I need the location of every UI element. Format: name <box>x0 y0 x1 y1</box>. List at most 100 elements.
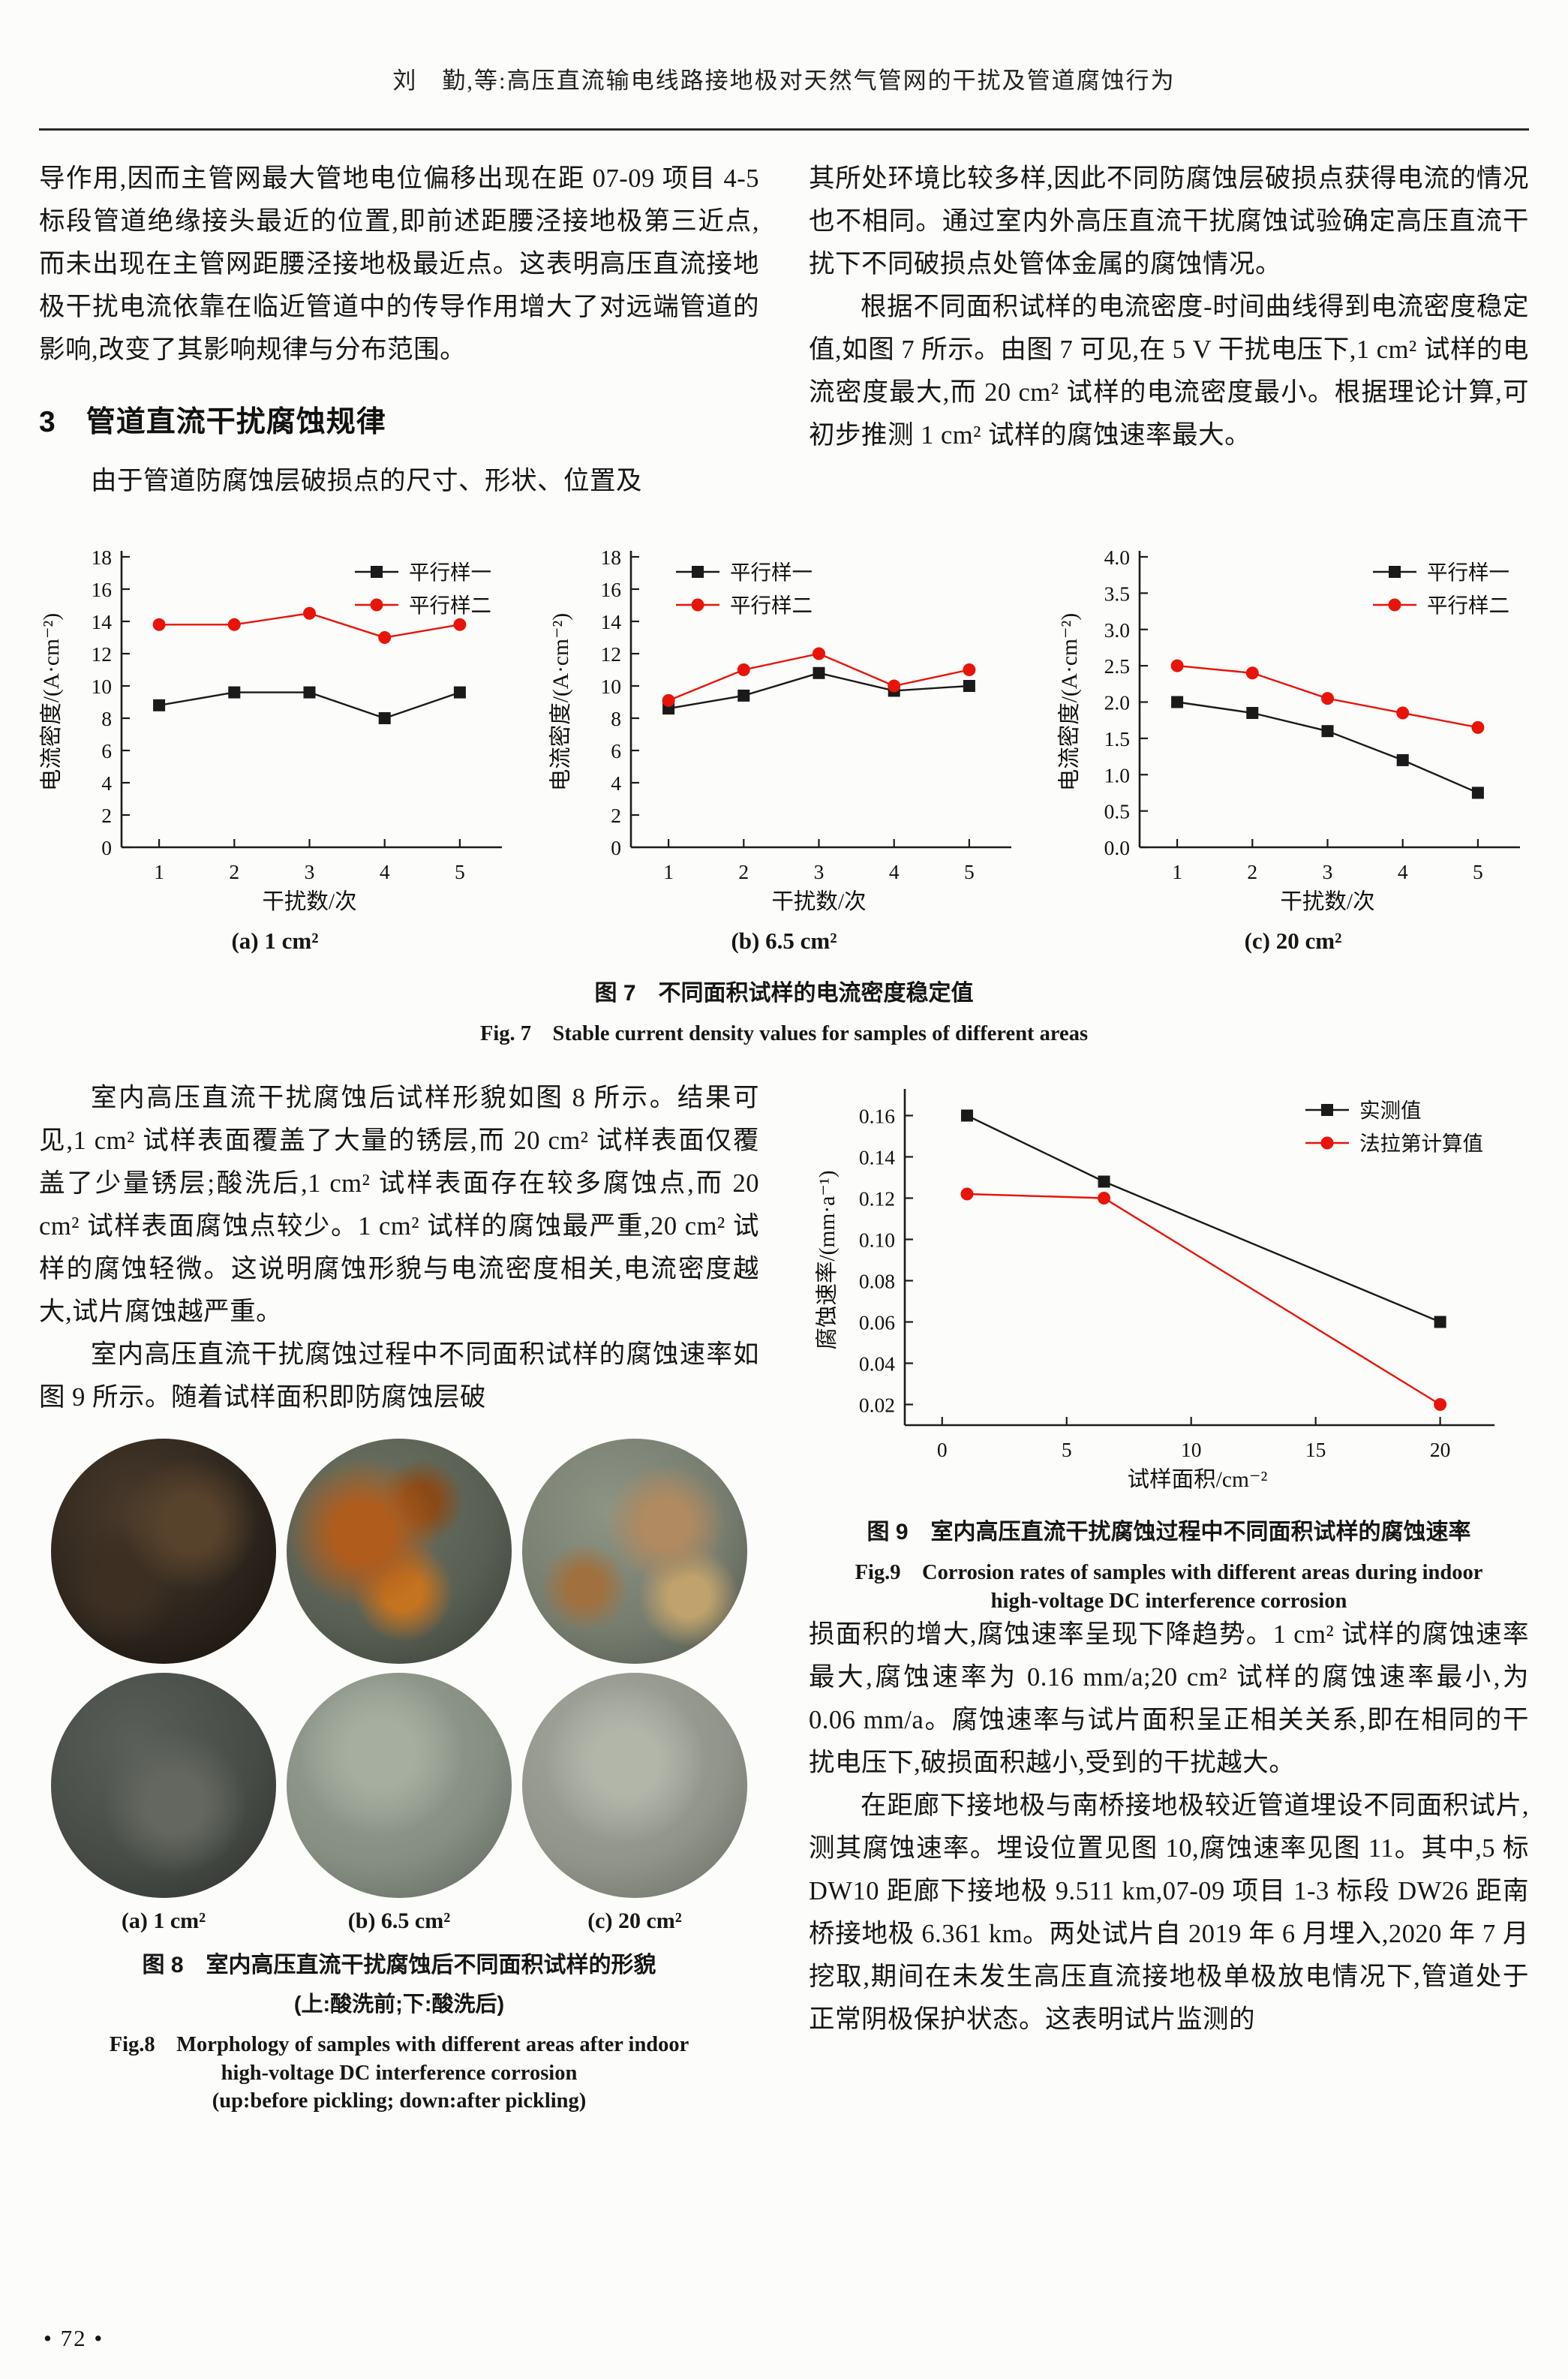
svg-text:10: 10 <box>600 675 621 698</box>
svg-text:16: 16 <box>600 578 621 601</box>
figure8-photo-labels: (a) 1 cm² (b) 6.5 cm² (c) 20 cm² <box>39 1908 759 1934</box>
svg-text:干扰数/次: 干扰数/次 <box>1280 889 1374 914</box>
svg-text:试样面积/cm⁻²: 试样面积/cm⁻² <box>1128 1467 1268 1492</box>
svg-text:4: 4 <box>611 771 621 795</box>
figure7c-line-chart: 0.0 0.5 1.0 1.5 2.0 2.5 3.0 3.5 4.0 1 2 3 4 5 干扰数/次 电流密… <box>1051 533 1535 923</box>
svg-text:20: 20 <box>1430 1438 1451 1461</box>
page-number: • 72 • <box>44 2325 104 2351</box>
sample-photo-20cm2-after <box>522 1673 747 1898</box>
figure7b-block: 0 2 4 6 8 10 12 14 16 18 1 2 3 4 5 干扰数/次 电流密度/(A·cm⁻²) 平行… <box>542 533 1026 955</box>
svg-text:14: 14 <box>600 610 621 633</box>
svg-text:4: 4 <box>380 860 390 883</box>
svg-text:2: 2 <box>1247 860 1257 883</box>
figure7b-line-chart: 0 2 4 6 8 10 12 14 16 18 1 2 3 4 5 干扰数/次 电流密度/(A·cm⁻²) 平行… <box>542 533 1026 923</box>
svg-text:18: 18 <box>92 546 113 569</box>
figure8-photo-grid <box>39 1439 759 1898</box>
svg-text:10: 10 <box>1181 1438 1202 1461</box>
svg-text:2: 2 <box>611 804 621 827</box>
paragraph: 室内高压直流干扰腐蚀过程中不同面积试样的腐蚀速率如图 9 所示。随着试样面积即防… <box>39 1340 759 1412</box>
svg-text:平行样一: 平行样一 <box>409 561 491 584</box>
svg-text:5: 5 <box>1473 860 1483 883</box>
svg-text:0: 0 <box>611 836 621 859</box>
svg-text:平行样二: 平行样二 <box>730 594 813 617</box>
page-header: 刘 勤,等:高压直流输电线路接地极对天然气管网的干扰及管道腐蚀行为 <box>39 62 1529 131</box>
svg-text:5: 5 <box>455 860 465 883</box>
svg-text:18: 18 <box>600 546 621 569</box>
svg-text:0.12: 0.12 <box>859 1187 895 1211</box>
svg-text:3: 3 <box>1323 860 1333 883</box>
svg-text:平行样一: 平行样一 <box>730 561 813 584</box>
left-column-top: 导作用,因而主管网最大管地电位偏移出现在距 07-09 项目 4-5 标段管道绝… <box>39 158 759 503</box>
svg-text:8: 8 <box>611 707 621 730</box>
left-column-bottom: 室内高压直流干扰腐蚀后试样形貌如图 8 所示。结果可见,1 cm² 试样表面覆盖… <box>39 1077 759 2113</box>
svg-text:干扰数/次: 干扰数/次 <box>771 889 866 914</box>
svg-text:0.06: 0.06 <box>859 1311 895 1334</box>
chart-svg: 0.02 0.04 0.06 0.08 0.10 0.12 0.14 0.16 0 5 10 15 20… <box>815 1089 1494 1492</box>
svg-text:0.0: 0.0 <box>1104 836 1130 859</box>
figure7c-sublabel: (c) 20 cm² <box>1244 928 1342 954</box>
figure8-caption-en1: Fig.8 Morphology of samples with differe… <box>109 2033 689 2056</box>
svg-text:3: 3 <box>813 860 824 883</box>
svg-text:5: 5 <box>964 860 975 883</box>
svg-text:4.0: 4.0 <box>1104 546 1130 569</box>
sample-photo-6.5cm2-before <box>287 1439 512 1664</box>
svg-text:12: 12 <box>92 642 113 666</box>
svg-text:8: 8 <box>101 707 112 730</box>
svg-text:12: 12 <box>600 642 621 666</box>
svg-text:5: 5 <box>1062 1438 1072 1461</box>
figure8-caption-sub: (上:酸洗前;下:酸洗后) <box>293 1993 505 2017</box>
svg-text:0.16: 0.16 <box>859 1105 895 1128</box>
sample-photo-20cm2-before <box>522 1439 747 1664</box>
svg-text:6: 6 <box>101 739 112 762</box>
svg-text:2.0: 2.0 <box>1104 691 1130 714</box>
svg-text:平行样一: 平行样一 <box>1427 561 1509 584</box>
svg-text:电流密度/(A·cm⁻²): 电流密度/(A·cm⁻²) <box>1057 613 1082 791</box>
figure8-caption-cn: 图 8 室内高压直流干扰腐蚀后不同面积试样的形貌 <box>142 1953 656 1977</box>
svg-text:0.14: 0.14 <box>859 1146 895 1169</box>
svg-text:1: 1 <box>663 860 674 883</box>
top-text-block: 导作用,因而主管网最大管地电位偏移出现在距 07-09 项目 4-5 标段管道绝… <box>39 158 1529 503</box>
svg-text:0.02: 0.02 <box>859 1394 895 1417</box>
figure7c-block: 0.0 0.5 1.0 1.5 2.0 2.5 3.0 3.5 4.0 1 2 3 4 5 干扰数/次 电流密… <box>1051 533 1535 955</box>
svg-text:3: 3 <box>305 860 315 883</box>
svg-text:0.10: 0.10 <box>859 1229 895 1252</box>
figure7a-sublabel: (a) 1 cm² <box>231 928 319 954</box>
figure7a-block: 0 2 4 6 8 10 12 14 16 18 1 2 3 4 5 干扰数/次 电流密度/(A·cm⁻²) 平行… <box>33 533 517 955</box>
svg-text:0.04: 0.04 <box>859 1352 895 1376</box>
svg-text:实测值: 实测值 <box>1359 1099 1422 1122</box>
section-heading: 3 管道直流干扰腐蚀规律 <box>39 406 386 438</box>
svg-text:1.5: 1.5 <box>1104 727 1130 750</box>
svg-text:腐蚀速率/(mm·a⁻¹): 腐蚀速率/(mm·a⁻¹) <box>815 1170 840 1349</box>
svg-text:1: 1 <box>1172 860 1182 883</box>
svg-text:10: 10 <box>92 675 113 698</box>
paragraph: 其所处环境比较多样,因此不同防腐蚀层破损点获得电流的情况也不相同。通过室内外高压… <box>809 164 1529 278</box>
sample-photo-1cm2-before <box>51 1439 276 1664</box>
svg-text:电流密度/(A·cm⁻²): 电流密度/(A·cm⁻²) <box>39 613 64 791</box>
right-column-bottom: 0.02 0.04 0.06 0.08 0.10 0.12 0.14 0.16 0 5 10 15 20… <box>809 1077 1529 2113</box>
svg-text:6: 6 <box>611 739 621 762</box>
paragraph: 在距廊下接地极与南桥接地极较近管道埋设不同面积试片,测其腐蚀速率。埋设位置见图 … <box>809 1791 1529 2034</box>
svg-text:3.5: 3.5 <box>1104 582 1130 605</box>
figure8-label-c: (c) 20 cm² <box>587 1908 682 1933</box>
figure9-caption-en1: Fig.9 Corrosion rates of samples with di… <box>855 1561 1483 1584</box>
figure8-label-a: (a) 1 cm² <box>121 1908 206 1933</box>
paragraph: 由于管道防腐蚀层破损点的尺寸、形状、位置及 <box>91 467 642 495</box>
paragraph: 根据不同面积试样的电流密度-时间曲线得到电流密度稳定值,如图 7 所示。由图 7… <box>809 293 1529 450</box>
figure8-label-b: (b) 6.5 cm² <box>347 1908 451 1933</box>
svg-text:1: 1 <box>154 860 164 883</box>
paragraph: 导作用,因而主管网最大管地电位偏移出现在距 07-09 项目 4-5 标段管道绝… <box>39 164 759 364</box>
svg-text:4: 4 <box>888 860 899 883</box>
svg-text:2.5: 2.5 <box>1104 654 1130 678</box>
svg-text:平行样二: 平行样二 <box>409 594 491 617</box>
svg-text:2: 2 <box>101 804 112 827</box>
figure7-caption-en: Fig. 7 Stable current density values for… <box>479 1022 1089 1045</box>
svg-text:2: 2 <box>229 860 239 883</box>
figure9-caption-cn: 图 9 室内高压直流干扰腐蚀过程中不同面积试样的腐蚀速率 <box>867 1520 1471 1544</box>
figure8-caption-en3: (up:before pickling; down:after pickling… <box>212 2089 587 2113</box>
svg-text:0.5: 0.5 <box>1104 800 1130 823</box>
svg-text:16: 16 <box>92 578 113 601</box>
svg-text:0.08: 0.08 <box>859 1270 895 1293</box>
